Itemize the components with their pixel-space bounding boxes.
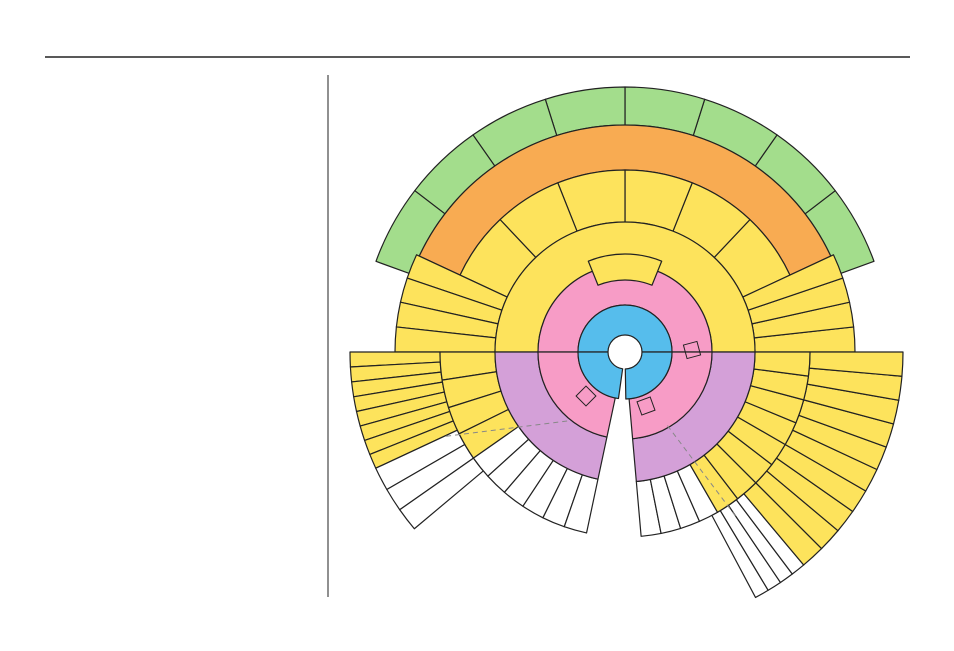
marker xyxy=(575,385,597,407)
guide xyxy=(443,420,568,438)
marker xyxy=(682,340,702,360)
segment xyxy=(624,351,673,400)
segment xyxy=(587,253,663,286)
segment xyxy=(577,351,624,400)
marker xyxy=(636,396,656,416)
guide xyxy=(667,425,738,519)
segment xyxy=(577,304,673,353)
sunburst xyxy=(349,86,904,599)
